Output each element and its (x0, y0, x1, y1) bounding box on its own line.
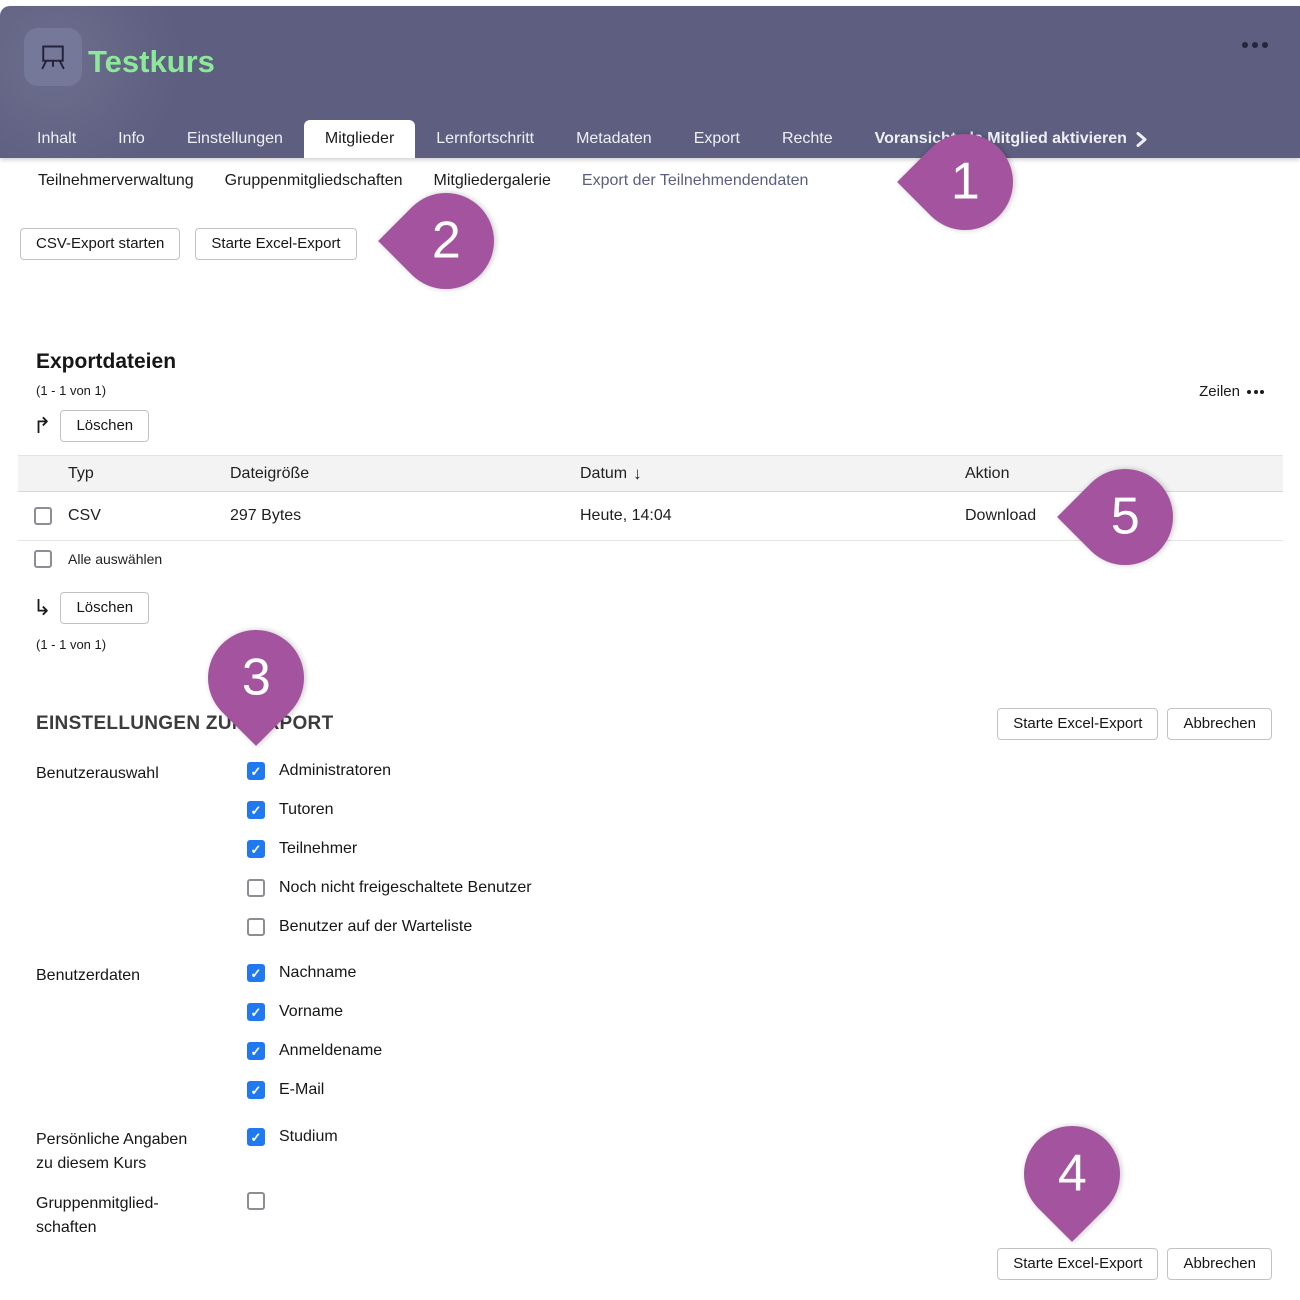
option-tutoren: Tutoren (247, 801, 532, 819)
checkbox-anmeldename[interactable] (247, 1042, 265, 1060)
settings-footer: Starte Excel-Export Abbrechen (997, 1248, 1272, 1280)
table-header-row: Typ Dateigröße Datum ↓ Aktion (18, 455, 1283, 492)
group-label: Persönliche Angaben zu diesem Kurs (36, 1131, 188, 1172)
select-all-label: Alle auswählen (68, 551, 163, 567)
page-title: Testkurs (88, 44, 215, 79)
column-dateigroesse: Dateigröße (230, 464, 310, 482)
tab-metadaten[interactable]: Metadaten (576, 130, 652, 147)
settings-title: EINSTELLUNGEN ZUM EXPORT (36, 713, 334, 734)
export-toolbar: CSV-Export starten Starte Excel-Export (20, 228, 357, 260)
column-aktion: Aktion (965, 464, 1010, 482)
group-label: Benutzerauswahl (36, 765, 159, 782)
course-header: Testkurs Inhalt Info Einstellungen Mitgl… (0, 6, 1300, 158)
rows-menu[interactable]: Zeilen (1199, 383, 1264, 400)
option-nachname: Nachname (247, 964, 382, 982)
excel-export-button-top[interactable]: Starte Excel-Export (997, 708, 1159, 740)
ellipsis-icon (1247, 389, 1264, 394)
column-datum-label: Datum (580, 464, 628, 482)
option-teilnehmer: Teilnehmer (247, 840, 532, 858)
column-datum-sort[interactable]: Datum ↓ (580, 464, 965, 484)
result-range-top: (1 - 1 von 1) (36, 383, 107, 398)
group-persoenliche-angaben: Persönliche Angaben zu diesem Kurs Studi… (36, 1128, 1272, 1176)
checkbox-tutoren[interactable] (247, 801, 265, 819)
option-vorname: Vorname (247, 1003, 382, 1021)
option-warteliste: Benutzer auf der Warteliste (247, 918, 532, 936)
option-anmeldename: Anmeldename (247, 1042, 382, 1060)
subnav-mitgliedergalerie[interactable]: Mitgliedergalerie (433, 172, 551, 189)
group-label: Gruppenmitglied- schaften (36, 1195, 159, 1236)
tab-mitglieder[interactable]: Mitglieder (303, 120, 416, 158)
settings-header: EINSTELLUNGEN ZUM EXPORT Starte Excel-Ex… (36, 708, 1272, 740)
tab-einstellungen[interactable]: Einstellungen (186, 130, 283, 147)
download-link[interactable]: Download (965, 507, 1037, 524)
cell-datum: Heute, 14:04 (580, 507, 672, 524)
cell-typ: CSV (68, 507, 101, 524)
excel-export-button-toolbar[interactable]: Starte Excel-Export (195, 228, 357, 260)
sort-desc-arrow-icon: ↓ (633, 463, 642, 483)
group-benutzerauswahl: Benutzerauswahl Administratoren Tutoren … (36, 762, 1272, 936)
rows-menu-label: Zeilen (1199, 383, 1240, 400)
row-checkbox[interactable] (34, 507, 52, 525)
tab-bar: Inhalt Info Einstellungen Mitglieder Ler… (0, 120, 1300, 158)
bulk-action-top: ↱ Löschen (33, 410, 150, 442)
tab-lernfortschritt[interactable]: Lernfortschritt (436, 130, 535, 147)
cancel-button-top[interactable]: Abbrechen (1167, 708, 1272, 740)
tab-info[interactable]: Info (118, 130, 145, 147)
chevron-right-icon (1136, 132, 1147, 147)
export-files-title: Exportdateien (36, 350, 177, 373)
member-subnav: Teilnehmerverwaltung Gruppenmitgliedscha… (38, 172, 808, 190)
result-range-bottom: (1 - 1 von 1) (36, 637, 107, 652)
checkbox-nicht-freigeschaltete[interactable] (247, 879, 265, 897)
option-gruppenmitgliedschaften (247, 1192, 265, 1210)
course-icon-box (24, 28, 82, 86)
checkbox-administratoren[interactable] (247, 762, 265, 780)
option-email: E-Mail (247, 1081, 382, 1099)
column-typ: Typ (68, 464, 94, 482)
subnav-gruppenmitgliedschaften[interactable]: Gruppenmitgliedschaften (224, 172, 403, 189)
export-files-table: Typ Dateigröße Datum ↓ Aktion CSV 297 By… (18, 455, 1283, 577)
ellipsis-icon[interactable] (1242, 42, 1268, 48)
tab-export[interactable]: Export (693, 130, 740, 147)
group-benutzerdaten: Benutzerdaten Nachname Vorname Anmeldena… (36, 964, 1272, 1099)
checkbox-nachname[interactable] (247, 964, 265, 982)
select-all-checkbox[interactable] (34, 550, 52, 568)
group-label: Benutzerdaten (36, 967, 141, 984)
csv-export-button[interactable]: CSV-Export starten (20, 228, 181, 260)
bulk-action-bottom: ↳ Löschen (33, 592, 150, 624)
option-administratoren: Administratoren (247, 762, 532, 780)
callout-pin-2: 2 (378, 173, 514, 309)
cancel-button-bottom[interactable]: Abbrechen (1167, 1248, 1272, 1280)
tab-rechte[interactable]: Rechte (781, 130, 833, 147)
title-row: Testkurs (0, 6, 1300, 120)
table-row: CSV 297 Bytes Heute, 14:04 Download (18, 492, 1283, 541)
excel-export-button-bottom[interactable]: Starte Excel-Export (997, 1248, 1159, 1280)
export-settings-form: Benutzerauswahl Administratoren Tutoren … (36, 762, 1272, 1240)
subnav-teilnehmerverwaltung[interactable]: Teilnehmerverwaltung (38, 172, 194, 189)
checkbox-vorname[interactable] (247, 1003, 265, 1021)
files-meta-row: (1 - 1 von 1) Zeilen (36, 383, 1264, 400)
delete-button-top[interactable]: Löschen (60, 410, 150, 442)
select-all-row: Alle auswählen (18, 541, 1283, 577)
option-nicht-freigeschaltete: Noch nicht freigeschaltete Benutzer (247, 879, 532, 897)
checkbox-email[interactable] (247, 1081, 265, 1099)
checkbox-studium[interactable] (247, 1128, 265, 1146)
blackboard-easel-icon (41, 45, 65, 70)
tab-preview-as-member[interactable]: Voransicht als Mitglied aktivieren (854, 120, 1168, 158)
apply-down-arrow-icon: ↳ (33, 595, 52, 620)
checkbox-teilnehmer[interactable] (247, 840, 265, 858)
header-glow (0, 6, 1300, 158)
cell-dateigroesse: 297 Bytes (230, 507, 302, 524)
group-gruppenmitgliedschaften: Gruppenmitglied- schaften (36, 1192, 1272, 1240)
apply-up-arrow-icon: ↱ (33, 413, 52, 438)
checkbox-gruppenmitgliedschaften[interactable] (247, 1192, 265, 1210)
tab-inhalt[interactable]: Inhalt (37, 130, 77, 147)
delete-button-bottom[interactable]: Löschen (60, 592, 150, 624)
subnav-export-teilnehmendendaten[interactable]: Export der Teilnehmendendaten (581, 172, 809, 189)
checkbox-warteliste[interactable] (247, 918, 265, 936)
option-studium: Studium (247, 1128, 338, 1146)
